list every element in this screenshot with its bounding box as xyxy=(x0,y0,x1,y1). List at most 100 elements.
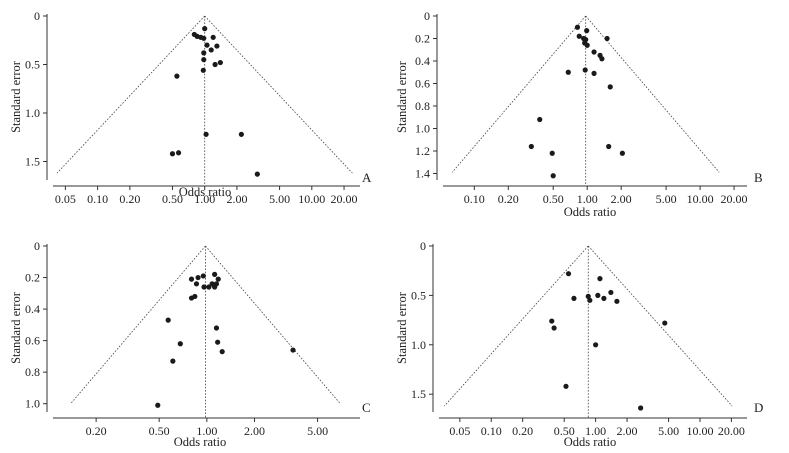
study-point xyxy=(174,73,180,79)
study-point xyxy=(549,150,555,156)
study-point xyxy=(203,131,209,137)
x-axis-label: Odds ratio xyxy=(564,435,616,449)
study-point xyxy=(563,383,569,389)
study-point xyxy=(175,150,182,156)
study-point xyxy=(662,320,668,326)
study-point xyxy=(201,284,207,290)
study-point xyxy=(614,298,620,304)
x-tick-label: 0.20 xyxy=(512,424,533,438)
x-tick-label: 5.00 xyxy=(269,192,290,206)
x-tick-label: 1.00 xyxy=(577,192,598,206)
y-tick-label: 1.4 xyxy=(415,167,430,181)
x-tick-label: 0.05 xyxy=(55,192,76,206)
study-point xyxy=(571,295,577,301)
funnel-right-boundary xyxy=(585,15,720,173)
study-point xyxy=(582,67,588,73)
x-tick-label: 20.00 xyxy=(331,192,358,206)
y-tick-label: 0.5 xyxy=(411,288,426,302)
y-tick-label: 0 xyxy=(34,9,40,23)
study-point xyxy=(537,116,543,123)
y-tick-label: 1.2 xyxy=(415,144,430,158)
y-tick-label: 0 xyxy=(424,9,430,23)
study-point xyxy=(204,42,210,48)
x-tick-label: 1.00 xyxy=(194,192,215,206)
x-tick-label: 0.10 xyxy=(481,424,502,438)
x-tick-label: 2.00 xyxy=(617,424,638,438)
study-point xyxy=(219,349,225,355)
x-tick-label: 0.10 xyxy=(464,192,485,206)
y-tick-label: 0.8 xyxy=(25,365,40,379)
study-point xyxy=(214,43,220,49)
y-tick-label: 0 xyxy=(420,239,426,253)
study-point xyxy=(193,281,200,287)
study-point xyxy=(212,61,218,68)
study-point xyxy=(528,143,534,150)
study-point xyxy=(607,84,613,90)
study-point xyxy=(210,34,216,40)
study-point xyxy=(212,284,218,290)
funnel-left-boundary xyxy=(56,15,206,174)
y-tick-label: 0.2 xyxy=(25,271,40,285)
x-tick-label: 0.50 xyxy=(543,192,564,206)
study-point xyxy=(565,69,571,75)
study-point xyxy=(595,292,601,298)
y-tick-label: 0.2 xyxy=(415,32,430,46)
x-tick-label: 0.20 xyxy=(498,192,519,206)
study-point xyxy=(165,317,171,323)
study-point xyxy=(549,318,555,324)
x-tick-label: 0.10 xyxy=(87,192,108,206)
study-point xyxy=(601,295,607,301)
study-point xyxy=(565,271,572,277)
study-point xyxy=(177,341,183,347)
study-point xyxy=(195,274,201,281)
x-tick-label: 10.00 xyxy=(687,192,714,206)
study-point xyxy=(604,35,610,42)
study-point xyxy=(238,131,244,137)
study-point xyxy=(638,405,644,411)
funnel-right-boundary xyxy=(205,245,341,404)
y-axis-label: Standard error xyxy=(395,60,409,133)
study-point xyxy=(213,325,220,331)
x-tick-label: 20.00 xyxy=(721,192,748,206)
x-tick-label: 20.00 xyxy=(718,424,745,438)
study-point xyxy=(550,173,556,179)
study-point xyxy=(215,339,221,345)
x-tick-label: 5.00 xyxy=(307,424,328,438)
study-point xyxy=(576,33,582,39)
panel-label: C xyxy=(362,400,371,415)
funnel-right-boundary xyxy=(204,15,353,174)
funnel-left-boundary xyxy=(451,15,587,173)
x-tick-label: 0.20 xyxy=(119,192,140,206)
study-point xyxy=(574,24,581,30)
study-point xyxy=(201,57,207,63)
study-point xyxy=(290,347,296,353)
study-point xyxy=(202,26,208,32)
study-point xyxy=(217,59,223,66)
funnel-left-boundary xyxy=(70,245,206,404)
x-axis-label: Odds ratio xyxy=(564,205,616,219)
funnel-right-boundary xyxy=(587,245,733,407)
y-tick-label: 0.4 xyxy=(25,302,40,316)
study-point xyxy=(591,70,597,76)
funnel-left-boundary xyxy=(444,245,589,407)
study-point xyxy=(215,276,221,282)
y-tick-label: 0.8 xyxy=(415,99,430,113)
x-tick-label: 0.50 xyxy=(162,192,183,206)
study-point xyxy=(170,358,176,364)
x-axis-label: Odds ratio xyxy=(174,435,226,449)
y-tick-label: 0.6 xyxy=(25,334,40,348)
study-point xyxy=(169,151,176,157)
y-tick-label: 1.0 xyxy=(411,338,426,352)
x-tick-label: 10.00 xyxy=(298,192,325,206)
x-tick-label: 5.00 xyxy=(658,424,679,438)
x-tick-label: 0.50 xyxy=(149,424,170,438)
y-tick-label: 1.5 xyxy=(25,155,40,169)
x-tick-label: 0.50 xyxy=(554,424,575,438)
study-point xyxy=(591,49,597,55)
study-point xyxy=(254,171,260,177)
study-point xyxy=(587,297,593,303)
x-tick-label: 5.00 xyxy=(656,192,677,206)
panel-label: A xyxy=(362,170,372,185)
study-point xyxy=(188,276,195,282)
panel-label: D xyxy=(754,400,763,415)
